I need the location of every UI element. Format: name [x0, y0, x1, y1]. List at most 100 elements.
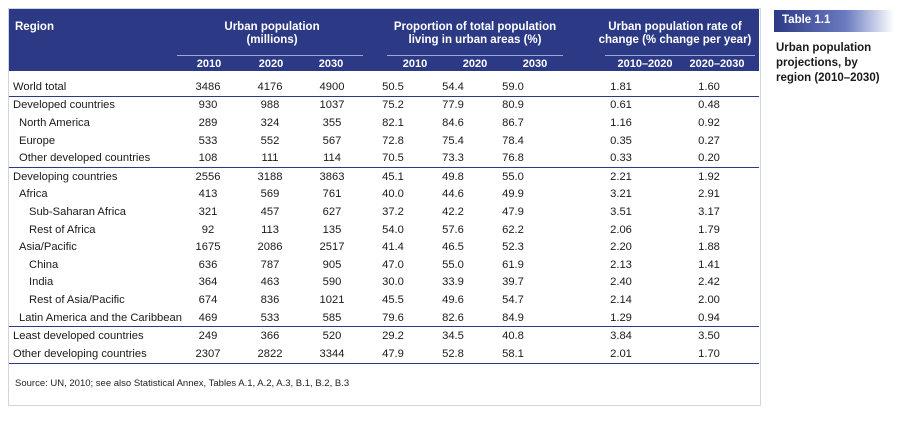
value-cell: 52.8 — [423, 344, 483, 364]
value-cell: 86.7 — [502, 116, 524, 129]
value-cell: 324 — [260, 116, 280, 129]
value-cell: 636 — [198, 258, 218, 271]
value-cell: 52.3 — [502, 241, 524, 254]
spacer-cell — [543, 114, 583, 132]
value-cell: 2.00 — [698, 293, 720, 306]
spacer-cell — [543, 149, 583, 167]
table-row: Latin America and the Caribbean 469 533 585… — [9, 309, 759, 327]
region-cell: Rest of Asia/Pacific — [29, 293, 125, 306]
value-cell: 42.2 — [442, 205, 464, 218]
value-cell: 1.79 — [698, 223, 720, 236]
spacer-cell — [543, 221, 583, 239]
value-cell: 3.50 — [659, 326, 759, 345]
value-cell: 54.0 — [382, 223, 404, 236]
region-cell: Rest of Africa — [29, 223, 96, 236]
value-cell: 46.5 — [442, 241, 464, 254]
value-cell: 114 — [323, 152, 341, 165]
value-cell: 787 — [260, 258, 280, 271]
table-header: Region Urban population (millions) Propo… — [9, 9, 759, 71]
header-year: 2030 — [318, 58, 344, 70]
value-cell: 54.4 — [442, 80, 464, 93]
table-row: Rest of Africa 92 113 135 54.0 57.6 62.2 2.06 1.… — [9, 221, 759, 239]
value-cell: 249 — [177, 326, 239, 345]
spacer-cell — [543, 274, 583, 292]
value-cell: 2.21 — [583, 166, 659, 186]
region-cell: Least developed countries — [9, 326, 177, 345]
region-cell: Africa — [19, 188, 48, 201]
value-cell: 4176 — [257, 80, 283, 93]
table-row: Rest of Asia/Pacific 674 836 1021 45.5 49.6 54… — [9, 291, 759, 309]
value-cell: 59.0 — [502, 80, 524, 93]
value-cell: 1.16 — [610, 116, 632, 129]
table-number: Table 1.1 — [782, 14, 831, 26]
value-cell: 1.41 — [698, 258, 720, 271]
header-year: 2030 — [522, 58, 548, 70]
value-cell: 44.6 — [442, 188, 464, 201]
value-cell: 463 — [260, 276, 280, 289]
value-cell: 49.6 — [442, 293, 464, 306]
value-cell: 1021 — [319, 293, 345, 306]
value-cell: 55.0 — [442, 258, 464, 271]
value-cell: 39.7 — [502, 276, 524, 289]
table-row: Other developing countries 2307 2822 3344 47… — [9, 344, 759, 364]
value-cell: 1.92 — [659, 166, 759, 186]
header-year: 2020 — [462, 58, 488, 70]
value-cell: 111 — [261, 152, 279, 165]
header-year: 2010 — [402, 58, 428, 70]
value-cell: 469 — [198, 311, 218, 324]
table-number-tag: Table 1.1 — [774, 10, 894, 32]
value-cell: 82.1 — [382, 116, 404, 129]
value-cell: 0.94 — [698, 311, 720, 324]
spacer-cell — [543, 186, 583, 204]
table-row: Developing countries 2556 3188 3863 45.1 49.8… — [9, 166, 759, 186]
value-cell: 50.5 — [382, 80, 404, 93]
region-cell: Latin America and the Caribbean — [19, 311, 182, 324]
header-urban-population: Urban population (millions) — [224, 21, 320, 46]
region-cell: World total — [13, 80, 67, 93]
value-cell: 0.33 — [610, 152, 632, 165]
table-row: Asia/Pacific 1675 2086 2517 41.4 46.5 52.3 2.20… — [9, 238, 759, 256]
value-cell: 3.21 — [610, 188, 632, 201]
spacer-cell — [543, 309, 583, 327]
value-cell: 905 — [322, 258, 342, 271]
value-cell: 49.8 — [423, 166, 483, 186]
value-cell: 321 — [198, 205, 218, 218]
value-cell: 988 — [239, 95, 301, 115]
value-cell: 1.81 — [610, 80, 632, 93]
value-cell: 45.5 — [382, 293, 404, 306]
value-cell: 2086 — [257, 241, 283, 254]
value-cell: 761 — [322, 188, 342, 201]
value-cell: 49.9 — [502, 188, 524, 201]
value-cell: 552 — [260, 134, 280, 147]
value-cell: 80.9 — [483, 95, 543, 115]
region-cell: Other developing countries — [9, 344, 177, 364]
region-cell: North America — [19, 116, 90, 129]
value-cell: 73.3 — [442, 152, 464, 165]
header-year: 2020 — [258, 58, 284, 70]
value-cell: 77.9 — [423, 95, 483, 115]
value-cell: 364 — [198, 276, 218, 289]
value-cell: 836 — [260, 293, 280, 306]
table-row: Other developed countries 108 111 114 70.5 73… — [9, 149, 759, 167]
value-cell: 3486 — [195, 80, 221, 93]
spacer-cell — [543, 291, 583, 309]
header-proportion: Proportion of total population living in… — [393, 21, 557, 46]
value-cell: 2.42 — [698, 276, 720, 289]
value-cell: 0.35 — [610, 134, 632, 147]
table-caption: Urban population projections, by region … — [776, 42, 880, 84]
value-cell: 30.0 — [382, 276, 404, 289]
region-cell: Developing countries — [9, 166, 177, 186]
value-cell: 3.17 — [698, 205, 720, 218]
value-cell: 61.9 — [502, 258, 524, 271]
header-period: 2010–2020 — [617, 58, 673, 70]
value-cell: 2556 — [177, 166, 239, 186]
value-cell: 76.8 — [502, 152, 524, 165]
value-cell: 75.4 — [442, 134, 464, 147]
table-row: North America 289 324 355 82.1 84.6 86.7 1.16 0.… — [9, 114, 759, 132]
value-cell: 82.6 — [442, 311, 464, 324]
value-cell: 70.5 — [382, 152, 404, 165]
table-row: Sub-Saharan Africa 321 457 627 37.2 42.2 47.9 3… — [9, 203, 759, 221]
value-cell: 47.9 — [502, 205, 524, 218]
value-cell: 40.0 — [382, 188, 404, 201]
value-cell: 457 — [260, 205, 280, 218]
